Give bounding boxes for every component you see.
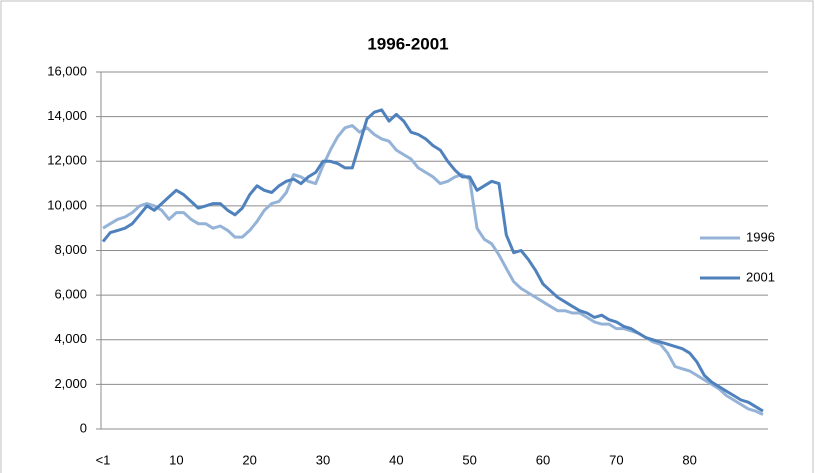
legend-label: 1996 xyxy=(746,229,775,244)
y-tick-label: 16,000 xyxy=(47,63,87,78)
y-tick-label: 14,000 xyxy=(47,108,87,123)
series-line xyxy=(101,108,764,413)
y-tick-label: 8,000 xyxy=(54,242,87,257)
y-tick-label: 12,000 xyxy=(47,153,87,168)
x-tick-label: 60 xyxy=(536,452,550,467)
y-tick-label: 0 xyxy=(80,420,87,435)
x-tick-label: 70 xyxy=(609,452,623,467)
series-line xyxy=(102,124,764,416)
x-tick-label: 40 xyxy=(389,452,403,467)
x-tick-label: 80 xyxy=(682,452,696,467)
x-tick-label: 10 xyxy=(169,452,183,467)
chart-title: 1996-2001 xyxy=(367,34,448,53)
x-tick-label: 20 xyxy=(242,452,256,467)
x-tick-label: 30 xyxy=(316,452,330,467)
x-tick-label: 50 xyxy=(462,452,476,467)
x-tick-label: <1 xyxy=(96,452,111,467)
legend-label: 2001 xyxy=(746,269,775,284)
y-tick-label: 2,000 xyxy=(54,376,87,391)
y-tick-label: 10,000 xyxy=(47,197,87,212)
y-tick-label: 4,000 xyxy=(54,331,87,346)
y-tick-label: 6,000 xyxy=(54,287,87,302)
